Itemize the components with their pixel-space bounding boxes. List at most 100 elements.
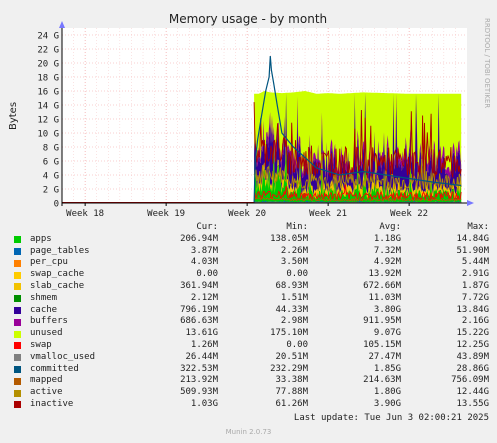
- header-avg: Avg:: [379, 222, 401, 232]
- legend-cur: 206.94M: [180, 233, 218, 244]
- legend-header: Cur: Min: Avg: Max:: [8, 222, 490, 234]
- legend-min: 175.10M: [270, 328, 308, 339]
- legend-row-per_cpu: per_cpu 4.03M 3.50M 4.92M 5.44M: [8, 257, 490, 269]
- legend-row-apps: apps 206.94M 138.05M 1.18G 14.84G: [8, 234, 490, 246]
- legend-swatch: [14, 377, 21, 385]
- legend-row-vmalloc_used: vmalloc_used 26.44M 20.51M 27.47M 43.89M: [8, 352, 490, 364]
- legend-avg: 1.80G: [373, 387, 401, 398]
- series-line-active: [253, 153, 462, 192]
- legend-name: mapped: [30, 375, 63, 386]
- legend-cur: 26.44M: [185, 351, 218, 362]
- x-tick-label: Week 20: [228, 209, 266, 219]
- legend-min: 77.88M: [275, 387, 308, 398]
- legend-max: 12.44G: [456, 387, 489, 398]
- legend-swatch: [14, 330, 21, 338]
- y-tick-label: 12 G: [37, 116, 59, 126]
- legend-max: 5.44M: [461, 257, 489, 268]
- legend-cur: 4.03M: [190, 257, 218, 268]
- legend-max: 15.22G: [456, 328, 489, 339]
- legend-swatch: [14, 247, 21, 255]
- legend-row-page_tables: page_tables 3.87M 2.26M 7.32M 51.90M: [8, 246, 490, 258]
- y-tick-label: 10 G: [37, 130, 59, 140]
- y-tick-label: 0: [54, 200, 59, 210]
- legend-max: 12.25G: [456, 339, 489, 350]
- legend-min: 33.38M: [275, 375, 308, 386]
- y-tick-label: 18 G: [37, 74, 59, 84]
- legend-avg: 11.03M: [368, 292, 401, 303]
- legend-avg: 214.63M: [363, 375, 401, 386]
- legend-cur: 1.26M: [190, 339, 218, 350]
- y-tick-label: 8 G: [43, 144, 59, 154]
- series-line-mapped: [253, 194, 462, 202]
- legend-swatch: [14, 354, 21, 362]
- y-tick-labels: 0 2 G 4 G 6 G 8 G 10 G 12 G 14 G 16 G 18 G 20 G 22 …: [37, 32, 59, 210]
- header-min: Min:: [286, 222, 308, 232]
- legend-avg: 9.07G: [373, 328, 401, 339]
- rrdtool-credit: RRDTOOL / TOBI OETIKER: [483, 18, 491, 108]
- legend-min: 1.51M: [280, 292, 308, 303]
- legend-row-active: active 509.93M 77.88M 1.80G 12.44G: [8, 387, 490, 399]
- legend-cur: 796.19M: [180, 304, 218, 315]
- y-tick-label: 2 G: [43, 186, 59, 196]
- legend-max: 13.84G: [456, 304, 489, 315]
- legend-max: 2.91G: [461, 269, 489, 280]
- legend-name: committed: [30, 363, 79, 374]
- x-tick-label: Week 21: [309, 209, 347, 219]
- legend-row-slab_cache: slab_cache 361.94M 68.93M 672.66M 1.87G: [8, 281, 490, 293]
- legend-rows: apps 206.94M 138.05M 1.18G 14.84G page_tables…: [8, 234, 490, 411]
- legend-min: 2.26M: [280, 245, 308, 256]
- legend-max: 756.09M: [451, 375, 489, 386]
- legend-avg: 672.66M: [363, 280, 401, 291]
- munin-version: Munin 2.0.73: [225, 428, 272, 436]
- x-tick-label: Week 18: [66, 209, 104, 219]
- legend-row-swap_cache: swap_cache 0.00 0.00 13.92M 2.91G: [8, 269, 490, 281]
- chart-title: Memory usage - by month: [169, 12, 327, 26]
- legend-swatch: [14, 389, 21, 397]
- legend-name: per_cpu: [30, 257, 68, 268]
- legend-swatch: [14, 236, 21, 244]
- legend-avg: 4.92M: [373, 257, 401, 268]
- legend-avg: 3.90G: [373, 398, 401, 409]
- legend-avg: 1.85G: [373, 363, 401, 374]
- legend-avg: 3.80G: [373, 304, 401, 315]
- legend-row-cache: cache 796.19M 44.33M 3.80G 13.84G: [8, 305, 490, 317]
- y-tick-label: 4 G: [43, 172, 59, 182]
- y-tick-label: 20 G: [37, 60, 59, 70]
- legend-min: 20.51M: [275, 351, 308, 362]
- y-axis-label: Bytes: [8, 102, 19, 130]
- legend-cur: 0.00: [196, 269, 218, 280]
- legend-cur: 509.93M: [180, 387, 218, 398]
- legend-max: 1.87G: [461, 280, 489, 291]
- legend-name: swap: [30, 339, 52, 350]
- legend-swatch: [14, 283, 21, 291]
- y-axis-arrow-icon: [59, 21, 65, 28]
- legend-swatch: [14, 401, 21, 409]
- series-line-inactive: [253, 102, 462, 179]
- legend-name: unused: [30, 328, 63, 339]
- legend-name: buffers: [30, 316, 68, 327]
- legend-name: slab_cache: [30, 280, 85, 291]
- y-tick-label: 14 G: [37, 102, 59, 112]
- x-axis-arrow-icon: [467, 200, 474, 206]
- legend-row-shmem: shmem 2.12M 1.51M 11.03M 7.72G: [8, 293, 490, 305]
- y-tick-label: 16 G: [37, 88, 59, 98]
- legend-max: 13.55G: [456, 398, 489, 409]
- legend-row-committed: committed 322.53M 232.29M 1.85G 28.86G: [8, 364, 490, 376]
- legend-row-inactive: inactive 1.03G 61.26M 3.90G 13.55G: [8, 399, 490, 411]
- legend-name: active: [30, 387, 63, 398]
- series-area-apps: [254, 143, 462, 203]
- legend-min: 138.05M: [270, 233, 308, 244]
- legend-min: 232.29M: [270, 363, 308, 374]
- legend-max: 51.90M: [456, 245, 489, 256]
- legend-cur: 13.61G: [185, 328, 218, 339]
- legend-cur: 686.63M: [180, 316, 218, 327]
- legend-max: 28.86G: [456, 363, 489, 374]
- legend-name: vmalloc_used: [30, 351, 96, 362]
- legend-avg: 105.15M: [363, 339, 401, 350]
- legend-swatch: [14, 318, 21, 326]
- legend-avg: 27.47M: [368, 351, 401, 362]
- legend-swatch: [14, 306, 21, 314]
- legend-min: 0.00: [286, 339, 308, 350]
- legend-name: page_tables: [30, 245, 90, 256]
